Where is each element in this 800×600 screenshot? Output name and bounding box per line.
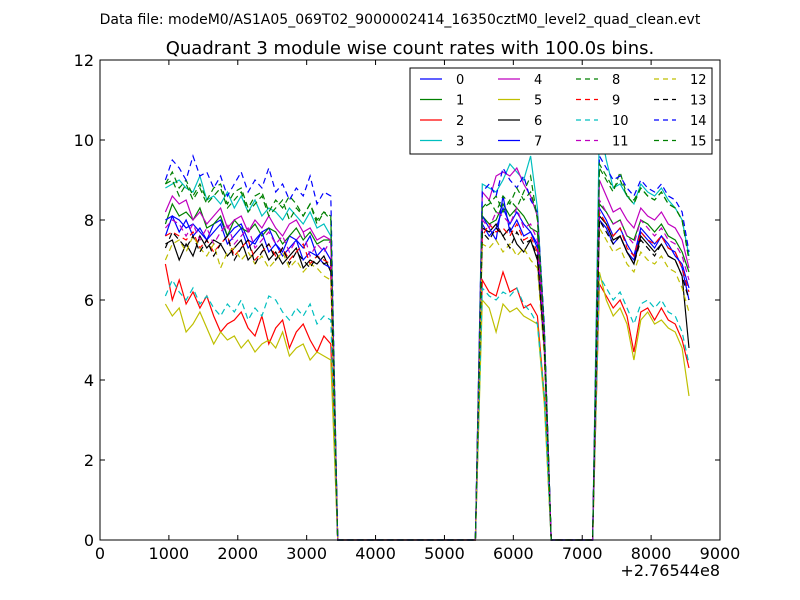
legend-label-3: 3 (456, 135, 464, 150)
legend-label-13: 13 (690, 94, 707, 109)
series-line-9 (165, 209, 690, 541)
series-line-10 (164, 273, 690, 541)
series-line-0 (164, 206, 690, 541)
legend-label-1: 1 (456, 94, 464, 109)
x-tick-label: 6000 (493, 544, 534, 563)
chart-suptitle: Data file: modeM0/AS1A05_069T02_90000024… (100, 12, 701, 28)
legend-label-11: 11 (612, 135, 629, 150)
series-line-13 (164, 217, 690, 541)
legend-label-15: 15 (690, 135, 707, 150)
x-tick-label: 3000 (286, 544, 327, 563)
y-tick-label: 12 (74, 51, 94, 70)
legend-label-6: 6 (534, 114, 542, 129)
legend-label-4: 4 (534, 73, 542, 88)
series-line-14 (164, 153, 690, 541)
y-tick-label: 10 (74, 131, 94, 150)
x-tick-label: 1000 (149, 544, 190, 563)
legend-label-2: 2 (456, 114, 464, 129)
series-line-5 (164, 271, 690, 541)
legend-label-7: 7 (534, 135, 542, 150)
x-tick-label: 0 (95, 544, 105, 563)
x-tick-label: 2000 (217, 544, 258, 563)
legend-label-10: 10 (612, 114, 629, 129)
y-tick-label: 6 (84, 291, 94, 310)
axis-ticks: 0 1000 2000 3000 4000 5000 6000 7000 8000 9000 0 2 4… (74, 51, 741, 563)
x-tick-label: 5000 (424, 544, 465, 563)
legend-label-8: 8 (612, 73, 620, 88)
plot-lines (164, 123, 690, 541)
legend-label-12: 12 (690, 73, 707, 88)
series-line-6 (165, 214, 690, 541)
series-line-4 (164, 166, 690, 541)
y-tick-label: 8 (84, 211, 94, 230)
y-tick-label: 4 (84, 371, 94, 390)
x-axis-offset-label: +2.76544e8 (620, 561, 720, 580)
x-tick-label: 9000 (700, 544, 741, 563)
x-tick-label: 4000 (355, 544, 396, 563)
x-tick-label: 7000 (562, 544, 603, 563)
series-line-1 (164, 202, 690, 541)
chart-title: Quadrant 3 module wise count rates with … (166, 38, 655, 59)
legend-label-14: 14 (690, 114, 707, 129)
series-line-2 (164, 263, 690, 541)
y-tick-label: 0 (84, 531, 94, 550)
series-line-11 (164, 197, 690, 541)
legend-label-9: 9 (612, 94, 620, 109)
y-tick-label: 2 (84, 451, 94, 470)
legend-frame (409, 67, 713, 155)
legend-label-5: 5 (534, 94, 542, 109)
series-line-12 (164, 225, 690, 541)
x-tick-label: 8000 (631, 544, 672, 563)
legend-label-0: 0 (456, 73, 464, 88)
